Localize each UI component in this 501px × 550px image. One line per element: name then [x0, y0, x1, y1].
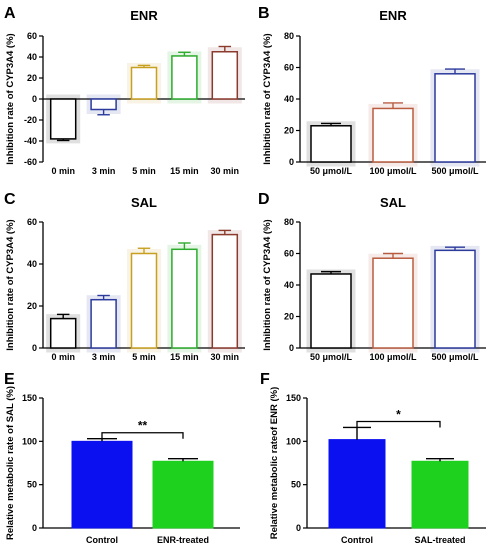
panel-f: F 0 50 100 150 Relative metabolic rateof ENR …	[260, 371, 486, 545]
panel-letter: C	[4, 191, 16, 208]
x-tick-label: 5 min	[132, 166, 156, 176]
y-tick-label: -60	[24, 157, 37, 167]
bar	[71, 440, 133, 529]
bar	[328, 439, 386, 529]
panel-c: C SAL 0 20 40 60 Inhibition rate of CYP3A4 (%)…	[4, 191, 245, 362]
x-tick-label: 3 min	[92, 166, 116, 176]
y-tick-label: 20	[27, 301, 37, 311]
y-tick-label: 60	[284, 63, 294, 73]
panel-a: A ENR -60 -40 -20 0 20 40 60 Inhibition rate of C…	[4, 5, 245, 176]
y-tick-label: 50	[291, 480, 301, 490]
y-tick-label: 0	[32, 523, 37, 533]
significance-label: *	[396, 407, 401, 421]
y-tick-label: 0	[289, 157, 294, 167]
panel-title: SAL	[131, 195, 157, 210]
y-tick-label: 40	[27, 52, 37, 62]
x-tick-label: SAL-treated	[414, 535, 465, 545]
significance-bracket	[356, 420, 441, 428]
panel-letter: B	[258, 5, 270, 22]
y-tick-label: 0	[32, 343, 37, 353]
y-tick-label: 60	[284, 249, 294, 259]
x-tick-label: 15 min	[170, 166, 199, 176]
y-tick-label: 0	[289, 343, 294, 353]
panel-letter: A	[4, 5, 16, 22]
x-tick-label: 500 μmol/L	[431, 166, 479, 176]
panel-b: B ENR 0 20 40 60 80 Inhibition rate of CYP3A4 (…	[258, 5, 486, 176]
bar	[372, 107, 414, 163]
bar	[434, 249, 476, 349]
significance-bracket	[101, 432, 184, 439]
y-tick-label: 80	[284, 31, 294, 41]
y-axis-label: Inhibition rate of CYP3A4 (%)	[262, 33, 273, 164]
bar	[90, 298, 117, 349]
bar	[372, 257, 414, 349]
bar	[171, 248, 198, 349]
x-tick-label: ENR-treated	[157, 535, 209, 545]
panel-e: E 0 50 100 150 Relative metabolic rate of SAL…	[4, 371, 240, 545]
y-axis-label: Relative metabolic rate of SAL (%)	[5, 386, 16, 540]
x-tick-label: 50 μmol/L	[310, 352, 353, 362]
y-tick-label: 0	[296, 523, 301, 533]
x-tick-label: 15 min	[170, 352, 199, 362]
x-tick-label: Control	[86, 535, 118, 545]
y-axis-label: Inhibition rate of CYP3A4 (%)	[5, 219, 16, 350]
bar	[171, 55, 198, 100]
bar	[49, 98, 77, 140]
bar	[310, 273, 352, 349]
bar	[130, 252, 158, 349]
x-tick-label: 500 μmol/L	[431, 352, 479, 362]
y-tick-label: 50	[27, 480, 37, 490]
x-tick-label: 30 min	[211, 166, 240, 176]
y-tick-label: 40	[284, 94, 294, 104]
y-tick-label: 100	[22, 436, 37, 446]
panel-title: ENR	[379, 8, 407, 23]
y-tick-label: 100	[286, 436, 301, 446]
x-tick-label: 30 min	[211, 352, 240, 362]
panel-title: ENR	[130, 8, 158, 23]
panel-title: SAL	[380, 195, 406, 210]
y-axis-label: Inhibition rate of CYP3A4 (%)	[262, 219, 273, 350]
bar	[152, 460, 214, 529]
panel-letter: E	[4, 371, 15, 388]
y-tick-label: 40	[284, 280, 294, 290]
bar	[211, 233, 239, 349]
x-tick-label: 0 min	[51, 352, 75, 362]
y-tick-label: -40	[24, 136, 37, 146]
y-tick-label: 80	[284, 217, 294, 227]
x-tick-label: Control	[341, 535, 373, 545]
y-tick-label: 20	[27, 73, 37, 83]
x-tick-label: 3 min	[92, 352, 116, 362]
bar	[211, 51, 239, 100]
y-tick-label: 150	[286, 393, 301, 403]
bar	[130, 66, 158, 100]
y-tick-label: 150	[22, 393, 37, 403]
y-tick-label: 0	[32, 94, 37, 104]
y-axis-label: Inhibition rate of CYP3A4 (%)	[5, 33, 16, 164]
y-tick-label: 20	[284, 126, 294, 136]
y-tick-label: 20	[284, 312, 294, 322]
bar	[49, 317, 77, 349]
bar	[310, 125, 352, 163]
y-tick-label: 60	[27, 31, 37, 41]
x-tick-label: 100 μmol/L	[369, 352, 417, 362]
y-tick-label: -20	[24, 115, 37, 125]
significance-label: **	[138, 419, 148, 433]
bar	[434, 73, 476, 163]
y-axis-label: Relative metabolic rateof ENR (%)	[269, 387, 280, 540]
x-tick-label: 100 μmol/L	[369, 166, 417, 176]
x-tick-label: 0 min	[51, 166, 75, 176]
x-tick-label: 5 min	[132, 352, 156, 362]
bar	[411, 460, 469, 529]
y-tick-label: 40	[27, 259, 37, 269]
panel-d: D SAL 0 20 40 60 80 Inhibition rate of CYP3A4 (…	[258, 191, 486, 362]
y-tick-label: 60	[27, 217, 37, 227]
bar	[90, 98, 117, 111]
panel-letter: D	[258, 191, 270, 208]
panel-letter: F	[260, 371, 270, 388]
x-tick-label: 50 μmol/L	[310, 166, 353, 176]
